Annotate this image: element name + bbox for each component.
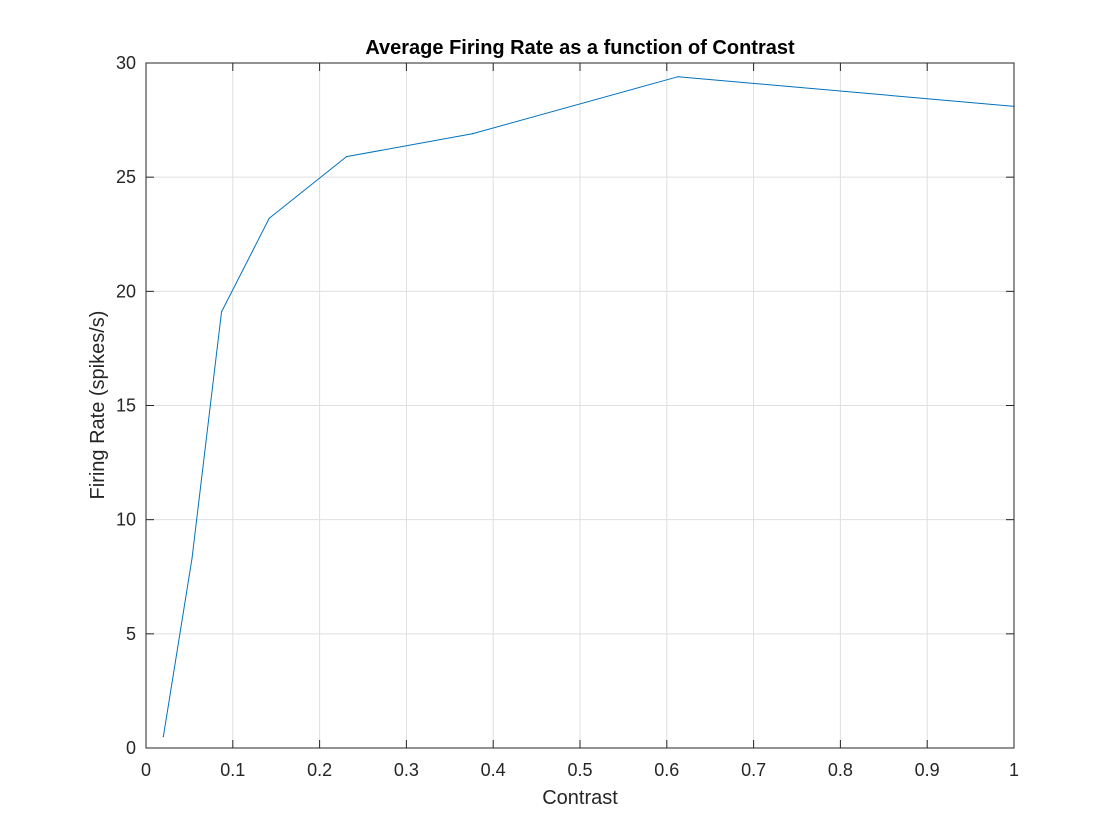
series-line [162, 76, 1015, 737]
x-tick-label: 1 [1009, 760, 1019, 780]
y-tick-label: 20 [116, 281, 136, 301]
x-tick-label: 0 [141, 760, 151, 780]
y-tick-label: 5 [126, 624, 136, 644]
y-tick-labels: 0 5 10 15 20 25 30 [116, 53, 136, 758]
x-tick-label: 0.5 [567, 760, 592, 780]
data-point [268, 217, 270, 219]
x-axis-label: Contrast [542, 787, 618, 809]
data-point [191, 557, 193, 560]
x-tick-label: 0.4 [481, 760, 506, 780]
x-tick-label: 0.8 [828, 760, 853, 780]
x-tick-label: 0.2 [307, 760, 332, 780]
x-tick-label: 0.1 [220, 760, 245, 780]
x-tick-label: 0.6 [654, 760, 679, 780]
chart-title: Average Firing Rate as a function of Con… [365, 37, 795, 59]
data-point [345, 156, 348, 158]
y-tick-label: 10 [116, 510, 136, 530]
y-tick-label: 15 [116, 396, 136, 416]
data-point [677, 76, 679, 78]
x-tick-labels: 0 0.1 0.2 0.3 0.4 0.5 0.6 0.7 0.8 0.9 1 [141, 760, 1019, 780]
x-tick-label: 0.3 [394, 760, 419, 780]
ticks [145, 62, 1015, 749]
grid [146, 63, 1014, 748]
y-tick-label: 0 [126, 738, 136, 758]
y-axis-label: Firing Rate (spikes/s) [87, 311, 109, 500]
x-tick-label: 0.7 [741, 760, 766, 780]
x-tick-label: 0.9 [915, 760, 940, 780]
y-tick-label: 25 [116, 167, 136, 187]
data-point [162, 735, 164, 738]
data-point [471, 133, 473, 135]
y-tick-label: 30 [116, 53, 136, 73]
data-point [220, 311, 223, 313]
